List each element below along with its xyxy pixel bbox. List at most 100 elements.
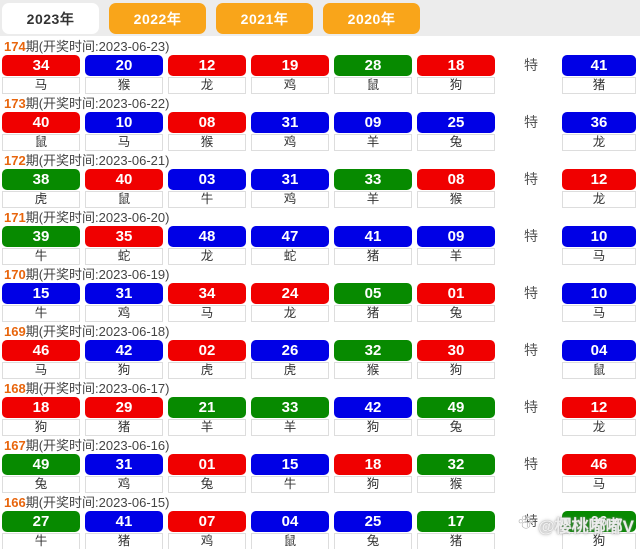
- number-ball: 09: [334, 112, 412, 133]
- zodiac-label: 狗: [417, 362, 495, 379]
- draw-numbers-row: 38 虎 40 鼠 03 牛 31 鸡 33 羊 08 猴 特 12 龙: [2, 169, 638, 208]
- draw-period-label: 170期(开奖时间:2023-06-19): [2, 266, 638, 283]
- zodiac-label: 鼠: [2, 134, 80, 151]
- number-ball: 27: [2, 511, 80, 532]
- number-cell: 15 牛: [251, 454, 329, 493]
- number-ball: 34: [2, 55, 80, 76]
- number-ball: 31: [85, 454, 163, 475]
- special-separator-label: 特: [524, 456, 538, 472]
- number-ball: 08: [417, 169, 495, 190]
- draw-period-number: 168: [4, 381, 26, 396]
- special-separator-label: 特: [524, 399, 538, 415]
- number-cell: 30 狗: [417, 340, 495, 379]
- number-ball: 03: [168, 169, 246, 190]
- year-tab-2020年[interactable]: 2020年: [323, 3, 420, 34]
- draw-period-time: 期(开奖时间:2023-06-23): [25, 39, 170, 54]
- zodiac-label: 羊: [334, 191, 412, 208]
- zodiac-label: 兔: [168, 476, 246, 493]
- number-ball: 41: [562, 55, 636, 76]
- draw-numbers-row: 40 鼠 10 马 08 猴 31 鸡 09 羊 25 兔 特 36 龙: [2, 112, 638, 151]
- zodiac-label: 狗: [562, 533, 636, 549]
- zodiac-label: 狗: [334, 476, 412, 493]
- number-ball: 05: [334, 283, 412, 304]
- zodiac-label: 兔: [417, 305, 495, 322]
- number-cell: 25 兔: [334, 511, 412, 549]
- number-cell: 03 牛: [168, 169, 246, 208]
- special-separator-label: 特: [524, 171, 538, 187]
- year-tab-label: 2021年: [240, 10, 289, 27]
- draw-period-label: 169期(开奖时间:2023-06-18): [2, 323, 638, 340]
- number-cell: 33 羊: [251, 397, 329, 436]
- zodiac-label: 兔: [2, 476, 80, 493]
- zodiac-label: 鸡: [168, 533, 246, 549]
- number-ball: 49: [417, 397, 495, 418]
- number-cell: 35 蛇: [85, 226, 163, 265]
- zodiac-label: 蛇: [85, 248, 163, 265]
- number-ball: 32: [334, 340, 412, 361]
- year-tab-label: 2023年: [26, 10, 75, 27]
- number-ball: 08: [168, 112, 246, 133]
- number-ball: 48: [168, 226, 246, 247]
- year-tab-2023年[interactable]: 2023年: [2, 3, 99, 34]
- number-cell: 49 兔: [417, 397, 495, 436]
- draw-record: 170期(开奖时间:2023-06-19) 15 牛 31 鸡 34 马 24 …: [2, 266, 638, 322]
- number-ball: 15: [251, 454, 329, 475]
- number-ball: 31: [251, 112, 329, 133]
- number-ball: 04: [562, 340, 636, 361]
- zodiac-label: 猪: [85, 533, 163, 549]
- draw-period-time: 期(开奖时间:2023-06-21): [25, 153, 170, 168]
- number-ball: 49: [2, 454, 80, 475]
- number-ball: 01: [417, 283, 495, 304]
- year-tab-2022年[interactable]: 2022年: [109, 3, 206, 34]
- number-ball: 30: [417, 340, 495, 361]
- zodiac-label: 猪: [85, 419, 163, 436]
- zodiac-label: 猴: [417, 476, 495, 493]
- number-cell: 41 猪: [85, 511, 163, 549]
- zodiac-label: 猪: [562, 77, 636, 94]
- zodiac-label: 龙: [562, 134, 636, 151]
- number-cell: 04 鼠: [251, 511, 329, 549]
- number-cell: 21 羊: [168, 397, 246, 436]
- results-list: 174期(开奖时间:2023-06-23) 34 马 20 猴 12 龙 19 …: [0, 36, 640, 549]
- year-tab-2021年[interactable]: 2021年: [216, 3, 313, 34]
- number-ball: 12: [562, 169, 636, 190]
- number-cell: 19 鸡: [251, 55, 329, 94]
- number-cell: 28 鼠: [334, 55, 412, 94]
- zodiac-label: 鸡: [251, 134, 329, 151]
- zodiac-label: 虎: [168, 362, 246, 379]
- number-ball: 19: [251, 55, 329, 76]
- number-ball: 25: [334, 511, 412, 532]
- zodiac-label: 鼠: [334, 77, 412, 94]
- draw-numbers-row: 18 狗 29 猪 21 羊 33 羊 42 狗 49 兔 特 12 龙: [2, 397, 638, 436]
- number-ball: 35: [85, 226, 163, 247]
- draw-period-time: 期(开奖时间:2023-06-17): [25, 381, 170, 396]
- draw-numbers-row: 27 牛 41 猪 07 鸡 04 鼠 25 兔 17 猪 特 06 狗: [2, 511, 638, 549]
- zodiac-label: 猴: [417, 191, 495, 208]
- number-cell: 49 兔: [2, 454, 80, 493]
- draw-numbers-row: 46 马 42 狗 02 虎 26 虎 32 猴 30 狗 特 04 鼠: [2, 340, 638, 379]
- draw-numbers-row: 39 牛 35 蛇 48 龙 47 蛇 41 猪 09 羊 特 10 马: [2, 226, 638, 265]
- number-cell: 46 马: [2, 340, 80, 379]
- zodiac-label: 牛: [2, 248, 80, 265]
- draw-period-time: 期(开奖时间:2023-06-20): [25, 210, 170, 225]
- special-separator-label: 特: [524, 513, 538, 529]
- zodiac-label: 狗: [2, 419, 80, 436]
- zodiac-label: 狗: [417, 77, 495, 94]
- draw-period-label: 167期(开奖时间:2023-06-16): [2, 437, 638, 454]
- number-ball: 40: [2, 112, 80, 133]
- number-cell: 08 猴: [417, 169, 495, 208]
- number-cell: 01 兔: [168, 454, 246, 493]
- zodiac-label: 牛: [2, 305, 80, 322]
- number-ball: 34: [168, 283, 246, 304]
- number-ball: 33: [251, 397, 329, 418]
- number-cell: 26 虎: [251, 340, 329, 379]
- zodiac-label: 马: [562, 476, 636, 493]
- zodiac-label: 猪: [417, 533, 495, 549]
- zodiac-label: 猪: [334, 248, 412, 265]
- zodiac-label: 龙: [168, 248, 246, 265]
- number-cell: 34 马: [168, 283, 246, 322]
- number-cell: 04 鼠: [562, 340, 636, 379]
- number-ball: 40: [85, 169, 163, 190]
- zodiac-label: 鼠: [85, 191, 163, 208]
- zodiac-label: 鸡: [85, 476, 163, 493]
